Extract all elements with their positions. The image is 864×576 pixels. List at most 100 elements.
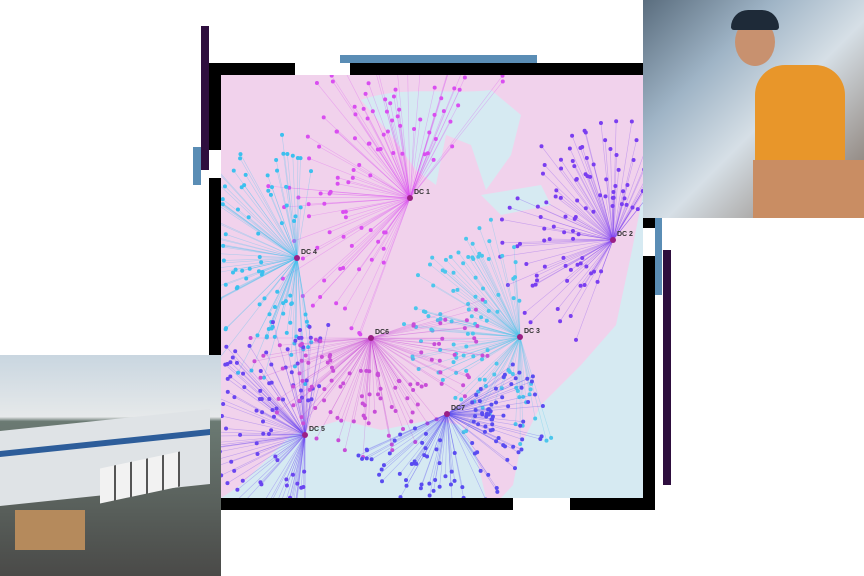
route-line xyxy=(368,143,411,199)
customer-point xyxy=(532,392,537,397)
customer-point xyxy=(309,397,314,402)
route-line xyxy=(555,196,614,241)
customer-point xyxy=(449,469,454,474)
dc-hub[interactable] xyxy=(407,195,413,201)
route-line xyxy=(221,206,298,259)
customer-point xyxy=(494,485,499,490)
route-line xyxy=(549,238,614,241)
route-line xyxy=(221,398,306,436)
customer-point xyxy=(453,395,458,400)
customer-point xyxy=(258,388,263,393)
customer-point xyxy=(301,345,306,350)
customer-point xyxy=(398,123,403,128)
route-line xyxy=(446,413,474,422)
customer-point xyxy=(539,144,544,149)
route-line xyxy=(406,413,448,486)
customer-point xyxy=(322,387,327,392)
customer-point xyxy=(408,382,413,387)
route-line xyxy=(221,238,298,259)
route-line xyxy=(336,131,411,199)
customer-point xyxy=(500,395,505,400)
route-line xyxy=(270,194,298,259)
route-line xyxy=(303,434,306,487)
route-line xyxy=(425,413,448,435)
route-line xyxy=(446,364,513,415)
dc-hub[interactable] xyxy=(444,411,450,417)
customer-point xyxy=(414,461,419,466)
route-line xyxy=(446,413,506,447)
route-line xyxy=(301,337,372,345)
dc-hub[interactable] xyxy=(517,334,523,340)
route-line xyxy=(235,257,298,270)
route-line xyxy=(354,106,411,199)
route-line xyxy=(238,434,306,498)
route-line xyxy=(366,337,372,371)
customer-point xyxy=(507,369,512,374)
route-line xyxy=(519,336,530,395)
customer-point xyxy=(480,297,485,302)
customer-point xyxy=(290,153,295,158)
dc-hub[interactable] xyxy=(302,432,308,438)
route-line xyxy=(387,131,411,199)
route-line xyxy=(453,290,521,338)
customer-point xyxy=(542,163,547,168)
customer-point xyxy=(476,389,481,394)
customer-point xyxy=(462,394,467,399)
route-line xyxy=(612,168,643,241)
route-line xyxy=(530,239,614,323)
customer-point xyxy=(269,380,274,385)
route-line xyxy=(446,413,523,440)
customer-point xyxy=(289,301,294,306)
customer-point xyxy=(310,303,315,308)
customer-point xyxy=(598,120,603,125)
customer-point xyxy=(472,336,477,341)
dc-hub[interactable] xyxy=(294,255,300,261)
route-line xyxy=(282,337,372,369)
customer-point xyxy=(438,321,443,326)
customer-point xyxy=(466,307,471,312)
route-line xyxy=(446,413,498,493)
customer-point xyxy=(385,129,390,134)
route-line xyxy=(605,196,614,241)
route-line xyxy=(587,176,614,241)
customer-point xyxy=(465,331,470,336)
route-line xyxy=(366,413,448,450)
route-line xyxy=(446,413,491,431)
customer-point xyxy=(576,232,581,237)
customer-point xyxy=(494,439,499,444)
customer-point xyxy=(359,225,364,230)
customer-point xyxy=(367,392,372,397)
route-line xyxy=(355,114,411,199)
route-line xyxy=(278,434,306,498)
customer-point xyxy=(440,377,445,382)
customer-point xyxy=(584,264,589,269)
customer-point xyxy=(425,454,430,459)
route-line xyxy=(221,222,298,259)
dc-hub[interactable] xyxy=(368,335,374,341)
customer-point xyxy=(299,485,304,490)
route-line xyxy=(417,274,521,338)
route-line xyxy=(292,434,306,498)
customer-point xyxy=(555,306,560,311)
customer-point xyxy=(298,156,303,161)
route-line xyxy=(383,197,411,249)
route-line xyxy=(239,158,298,259)
frame-bar xyxy=(209,63,221,150)
customer-point xyxy=(544,438,549,443)
customer-point xyxy=(254,441,259,446)
route-line xyxy=(369,337,372,372)
route-line xyxy=(446,413,514,448)
customer-point xyxy=(479,357,484,362)
customer-point xyxy=(584,155,589,160)
customer-point xyxy=(372,409,377,414)
route-line xyxy=(370,337,442,385)
customer-point xyxy=(314,81,319,86)
dc-hub[interactable] xyxy=(610,237,616,243)
route-line xyxy=(241,187,298,259)
customer-point xyxy=(221,197,225,202)
customer-point xyxy=(298,328,303,333)
route-line xyxy=(532,239,614,286)
route-line xyxy=(497,311,521,338)
customer-point xyxy=(224,426,229,431)
frame-bar xyxy=(350,63,655,75)
